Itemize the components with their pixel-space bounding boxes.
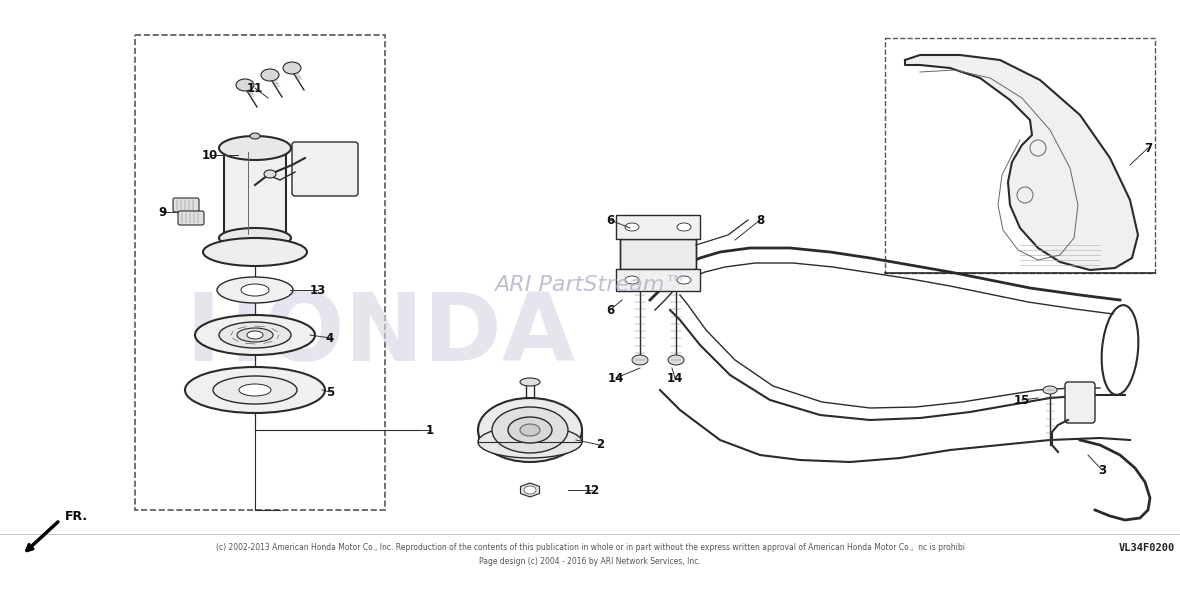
Text: 11: 11	[247, 81, 263, 94]
Text: VL34F0200: VL34F0200	[1119, 543, 1175, 553]
Ellipse shape	[195, 315, 315, 355]
Ellipse shape	[625, 223, 640, 231]
FancyBboxPatch shape	[224, 144, 286, 242]
Polygon shape	[905, 55, 1138, 270]
FancyBboxPatch shape	[178, 211, 204, 225]
Text: ARI PartStream™: ARI PartStream™	[493, 275, 687, 295]
Text: 8: 8	[756, 213, 765, 227]
Text: 2: 2	[596, 438, 604, 452]
Ellipse shape	[214, 376, 297, 404]
Ellipse shape	[520, 378, 540, 386]
Ellipse shape	[219, 136, 291, 160]
Ellipse shape	[203, 238, 307, 266]
Ellipse shape	[247, 331, 263, 339]
Ellipse shape	[625, 276, 640, 284]
Ellipse shape	[632, 355, 648, 365]
FancyBboxPatch shape	[616, 215, 700, 239]
Ellipse shape	[219, 322, 291, 348]
FancyBboxPatch shape	[291, 142, 358, 196]
Ellipse shape	[677, 276, 691, 284]
Text: 13: 13	[310, 283, 326, 296]
Text: Page design (c) 2004 - 2016 by ARI Network Services, Inc.: Page design (c) 2004 - 2016 by ARI Netwo…	[479, 558, 701, 567]
Text: 15: 15	[1014, 393, 1030, 406]
Ellipse shape	[240, 384, 271, 396]
FancyBboxPatch shape	[1066, 382, 1095, 423]
Text: 6: 6	[605, 303, 614, 316]
Ellipse shape	[261, 69, 278, 81]
Text: 3: 3	[1097, 464, 1106, 477]
Ellipse shape	[478, 426, 582, 458]
Ellipse shape	[219, 228, 291, 248]
Ellipse shape	[677, 223, 691, 231]
Ellipse shape	[185, 367, 324, 413]
Ellipse shape	[237, 328, 273, 342]
Text: 5: 5	[326, 385, 334, 399]
Ellipse shape	[236, 79, 254, 91]
Text: 14: 14	[608, 372, 624, 385]
Text: 10: 10	[202, 148, 218, 161]
Ellipse shape	[478, 398, 582, 462]
Text: 12: 12	[584, 484, 601, 497]
Text: FR.: FR.	[65, 511, 88, 524]
FancyBboxPatch shape	[616, 269, 700, 291]
Ellipse shape	[241, 284, 269, 296]
Text: 7: 7	[1143, 141, 1152, 154]
FancyBboxPatch shape	[173, 198, 199, 212]
Ellipse shape	[264, 170, 276, 178]
Text: 9: 9	[158, 206, 166, 219]
Text: 14: 14	[667, 372, 683, 385]
Ellipse shape	[492, 407, 568, 453]
Text: 4: 4	[326, 332, 334, 345]
Ellipse shape	[509, 417, 552, 443]
Ellipse shape	[1043, 386, 1057, 394]
Text: 1: 1	[426, 423, 434, 436]
Ellipse shape	[283, 62, 301, 74]
Ellipse shape	[250, 133, 260, 139]
Text: (c) 2002-2013 American Honda Motor Co., Inc. Reproduction of the contents of thi: (c) 2002-2013 American Honda Motor Co., …	[216, 544, 964, 552]
FancyBboxPatch shape	[620, 239, 696, 269]
Ellipse shape	[668, 355, 684, 365]
Ellipse shape	[217, 277, 293, 303]
Text: HONDA: HONDA	[185, 289, 575, 381]
Ellipse shape	[524, 486, 536, 494]
Ellipse shape	[520, 424, 540, 436]
Polygon shape	[520, 483, 539, 497]
Text: 6: 6	[605, 213, 614, 227]
